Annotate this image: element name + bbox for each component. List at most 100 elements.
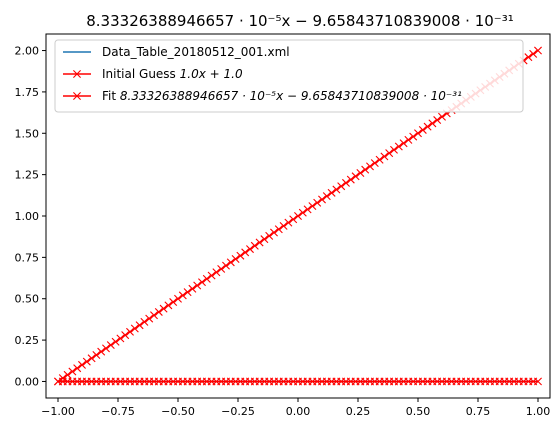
data-point-marker — [150, 311, 158, 320]
data-point-marker — [385, 149, 394, 158]
data-point-marker — [159, 304, 168, 313]
data-point-marker — [534, 377, 542, 386]
data-point-marker — [375, 155, 384, 164]
data-point-marker — [313, 198, 322, 207]
data-point-marker — [116, 334, 125, 343]
data-point-marker — [241, 248, 250, 257]
series-2 — [54, 377, 542, 386]
data-point-marker — [87, 354, 96, 363]
data-point-marker — [366, 162, 374, 171]
legend-label: Initial Guess 1.0x + 1.0 — [102, 67, 243, 81]
data-point-marker — [58, 374, 67, 383]
data-point-marker — [73, 364, 82, 373]
y-tick-label: 2.00 — [15, 45, 40, 58]
data-point-marker — [270, 228, 278, 237]
legend-label: Data_Table_20180512_001.xml — [102, 45, 290, 59]
data-point-marker — [102, 344, 110, 353]
data-point-marker — [231, 255, 240, 264]
data-point-marker — [529, 49, 538, 58]
data-point-marker — [284, 218, 293, 227]
data-point-marker — [303, 205, 312, 214]
data-point-marker — [106, 341, 115, 350]
data-point-marker — [418, 125, 427, 134]
data-point-marker — [438, 112, 446, 121]
x-tick-label: −0.25 — [221, 405, 255, 418]
data-point-marker — [217, 264, 226, 273]
legend-label-math: 8.33326388946657 · 10⁻⁵x − 9.65843710839… — [120, 89, 462, 103]
data-point-marker — [169, 298, 178, 307]
data-point-marker — [404, 135, 413, 144]
data-point-marker — [178, 291, 187, 300]
data-point-marker — [250, 241, 259, 250]
data-point-marker — [92, 350, 101, 359]
data-point-marker — [390, 145, 398, 154]
data-point-marker — [399, 139, 408, 148]
y-tick-label: 1.75 — [15, 86, 40, 99]
data-point-marker — [236, 251, 245, 260]
data-point-marker — [82, 357, 91, 366]
data-point-marker — [289, 215, 298, 224]
data-point-marker — [198, 278, 206, 287]
data-point-marker — [356, 168, 365, 177]
data-point-marker — [222, 261, 230, 270]
y-tick-label: 1.25 — [15, 169, 40, 182]
data-point-marker — [154, 307, 163, 316]
data-point-marker — [342, 178, 350, 187]
data-point-marker — [322, 192, 331, 201]
data-point-marker — [68, 367, 77, 376]
legend-label-math: 1.0x + 1.0 — [180, 67, 243, 81]
data-point-marker — [135, 321, 144, 330]
x-tick-label: −0.75 — [101, 405, 135, 418]
x-tick-label: −1.00 — [41, 405, 75, 418]
legend-entry: Initial Guess 1.0x + 1.0 — [63, 67, 243, 81]
legend-entry: Data_Table_20180512_001.xml — [63, 45, 290, 59]
legend-marker — [73, 70, 81, 78]
legend-label: Fit 8.33326388946657 · 10⁻⁵x − 9.6584371… — [102, 89, 462, 103]
data-point-marker — [337, 182, 346, 191]
data-point-marker — [394, 142, 403, 151]
data-point-marker — [279, 221, 288, 230]
data-point-marker — [327, 188, 336, 197]
y-tick-label: 1.50 — [15, 127, 40, 140]
data-point-marker — [534, 46, 542, 55]
y-tick-label: 0.50 — [15, 293, 40, 306]
data-point-marker — [63, 370, 72, 379]
data-point-marker — [207, 271, 216, 280]
data-point-marker — [193, 281, 202, 290]
data-point-marker — [145, 314, 154, 323]
chart-title: 8.33326388946657 · 10⁻⁵x − 9.65843710839… — [86, 12, 513, 30]
data-point-marker — [130, 324, 139, 333]
data-point-marker — [97, 347, 106, 356]
data-point-marker — [183, 288, 192, 297]
legend-label-text: Fit — [102, 89, 120, 103]
y-tick-label: 0.00 — [15, 375, 40, 388]
data-point-marker — [188, 284, 197, 293]
x-tick-label: 0.00 — [286, 405, 311, 418]
y-axis: 0.00 0.25 0.50 0.75 1.00 1.25 1.50 1.75 2.00 — [15, 45, 46, 388]
data-point-marker — [255, 238, 264, 247]
data-point-marker — [174, 294, 182, 303]
x-axis: −1.00 −0.75 −0.50 −0.25 0.00 0.25 0.50 0.75 1.00 — [41, 398, 550, 418]
x-tick-label: 1.00 — [526, 405, 551, 418]
data-point-marker — [126, 327, 134, 336]
data-point-marker — [332, 185, 341, 194]
data-point-marker — [409, 132, 418, 141]
x-tick-label: 0.25 — [346, 405, 371, 418]
y-tick-label: 1.00 — [15, 210, 40, 223]
data-point-marker — [202, 274, 211, 283]
data-point-marker — [246, 245, 254, 254]
data-point-marker — [524, 53, 533, 62]
data-point-marker — [226, 258, 235, 267]
data-point-marker — [78, 360, 86, 369]
legend: Data_Table_20180512_001.xml Initial Guess… — [54, 39, 524, 113]
legend-marker — [73, 92, 81, 100]
data-point-marker — [433, 116, 442, 125]
data-point-marker — [164, 301, 173, 310]
data-point-marker — [274, 225, 283, 234]
y-tick-label: 0.25 — [15, 334, 40, 347]
data-point-marker — [298, 208, 307, 217]
legend-label-text: Initial Guess — [102, 67, 180, 81]
data-point-marker — [346, 175, 355, 184]
legend-box — [54, 39, 524, 113]
